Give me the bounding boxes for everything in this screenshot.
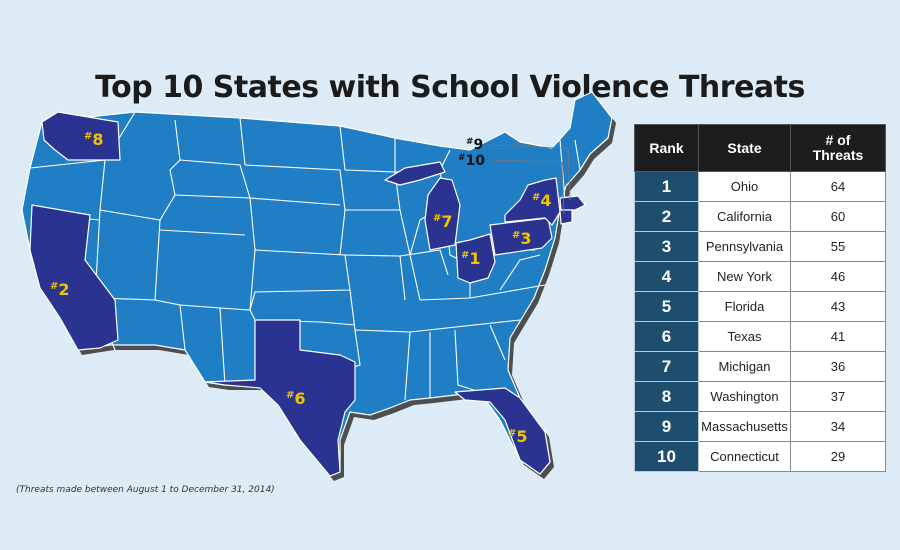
state-rank-labels: #8 #2 #6 #5 #7 #1 #3 #4 #9 #10 — [50, 130, 552, 446]
table-row: 8 Washington 37 — [634, 381, 886, 412]
label-new-york: #4 — [532, 191, 552, 210]
label-florida: #5 — [508, 427, 528, 446]
leader-line-10 — [491, 159, 563, 163]
rank-cell: 4 — [634, 261, 699, 292]
table-row: 9 Massachusetts 34 — [634, 411, 886, 442]
leader-line-9 — [487, 144, 569, 149]
leader-line-9b — [567, 147, 571, 201]
table-row: 6 Texas 41 — [634, 321, 886, 352]
label-washington: #8 — [84, 130, 104, 149]
threats-cell: 64 — [790, 171, 886, 202]
rank-cell: 6 — [634, 321, 699, 352]
state-cell: California — [698, 201, 791, 232]
threats-cell: 46 — [790, 261, 886, 292]
threats-cell: 55 — [790, 231, 886, 262]
rank-cell: 9 — [634, 411, 699, 442]
table-header-row: Rank State # of Threats — [634, 124, 886, 172]
state-michigan-lower — [424, 177, 461, 251]
label-connecticut: #10 — [458, 153, 485, 169]
label-california: #2 — [50, 280, 70, 299]
state-new-york — [504, 177, 561, 226]
table-row: 10 Connecticut 29 — [634, 441, 886, 472]
rank-cell: 2 — [634, 201, 699, 232]
top10-states — [29, 111, 586, 477]
state-florida — [454, 387, 551, 475]
label-pennsylvania: #3 — [512, 229, 532, 248]
state-washington — [41, 111, 121, 161]
state-cell: Connecticut — [698, 441, 791, 472]
state-cell: Texas — [698, 321, 791, 352]
callout-leaders — [487, 144, 571, 215]
threats-cell: 60 — [790, 201, 886, 232]
table-body: 1 Ohio 64 2 California 60 3 Pennsylvania 55 4 New … — [634, 171, 886, 472]
state-connecticut — [559, 209, 573, 225]
rank-cell: 8 — [634, 381, 699, 412]
table-row: 4 New York 46 — [634, 261, 886, 292]
rank-cell: 3 — [634, 231, 699, 262]
state-cell: Florida — [698, 291, 791, 322]
page-title: Top 10 States with School Violence Threa… — [95, 70, 805, 105]
threats-cell: 29 — [790, 441, 886, 472]
label-ohio: #1 — [461, 249, 481, 268]
footnote: (Threats made between August 1 to Decemb… — [16, 485, 275, 495]
label-texas: #6 — [286, 389, 306, 408]
rank-cell: 5 — [634, 291, 699, 322]
header-state: State — [698, 124, 791, 172]
header-rank: Rank — [634, 124, 699, 172]
table-row: 3 Pennsylvania 55 — [634, 231, 886, 262]
threats-cell: 36 — [790, 351, 886, 382]
table-row: 2 California 60 — [634, 201, 886, 232]
threats-cell: 37 — [790, 381, 886, 412]
table-row: 1 Ohio 64 — [634, 171, 886, 202]
label-massachusetts: #9 — [466, 137, 483, 153]
table-row: 5 Florida 43 — [634, 291, 886, 322]
state-michigan-upper — [384, 161, 446, 186]
leader-line-10b — [561, 161, 565, 215]
state-cell: Michigan — [698, 351, 791, 382]
state-ohio — [455, 233, 496, 284]
rank-cell: 7 — [634, 351, 699, 382]
header-threats: # of Threats — [790, 124, 886, 172]
state-cell: New York — [698, 261, 791, 292]
label-michigan: #7 — [433, 212, 453, 231]
state-cell: Washington — [698, 381, 791, 412]
table-row: 7 Michigan 36 — [634, 351, 886, 382]
rank-cell: 1 — [634, 171, 699, 202]
state-cell: Massachusetts — [698, 411, 791, 442]
threats-cell: 34 — [790, 411, 886, 442]
state-massachusetts — [559, 195, 586, 211]
state-texas — [204, 319, 356, 477]
state-cell: Ohio — [698, 171, 791, 202]
state-california — [29, 204, 119, 351]
rank-cell: 10 — [634, 441, 699, 472]
threats-cell: 43 — [790, 291, 886, 322]
threats-cell: 41 — [790, 321, 886, 352]
state-cell: Pennsylvania — [698, 231, 791, 262]
ranking-table: Rank State # of Threats 1 Ohio 64 2 Californi… — [634, 124, 886, 472]
